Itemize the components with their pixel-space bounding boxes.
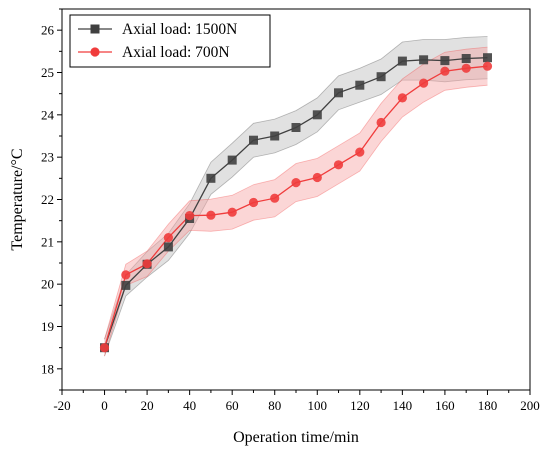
legend-box: [69, 14, 271, 68]
x-tick-label-11: 200: [520, 398, 540, 413]
x-tick-label-2: 20: [141, 398, 154, 413]
x-tick-label-0: -20: [53, 398, 70, 413]
legend: Axial load: 1500N Axial load: 700N: [69, 14, 271, 68]
x-axis-label: Operation time/min: [233, 429, 359, 446]
point-series-2-0: [99, 343, 110, 353]
legend-label-1: Axial load: 1500N: [122, 21, 237, 38]
y-tick-label-6: 24: [41, 107, 55, 122]
point-series-1-14: [397, 56, 407, 66]
y-tick-label-5: 23: [41, 150, 54, 165]
point-series-2-1: [121, 270, 131, 280]
x-tick-label-9: 160: [435, 398, 455, 413]
point-series-2-16: [440, 66, 450, 76]
point-series-2-8: [270, 193, 280, 203]
point-series-1-9: [291, 123, 301, 132]
point-series-1-6: [227, 155, 237, 165]
point-series-2-11: [333, 160, 344, 170]
x-tick-label-3: 40: [183, 398, 196, 413]
legend-marker-2: [90, 47, 100, 57]
point-series-1-5: [206, 173, 216, 183]
point-series-2-12: [355, 147, 365, 157]
point-series-1-15: [419, 55, 429, 65]
point-series-1-8: [270, 131, 280, 141]
point-series-2-4: [185, 211, 195, 221]
x-tick-label-5: 80: [268, 398, 281, 413]
band-series-2: [104, 47, 488, 357]
point-series-2-5: [206, 210, 216, 220]
point-series-2-9: [291, 178, 301, 188]
point-series-2-6: [227, 207, 237, 217]
y-axis-label: Temperature/°C: [9, 148, 26, 250]
point-series-1-3: [163, 242, 173, 252]
point-series-2-3: [163, 233, 173, 243]
point-series-1-12: [355, 80, 365, 90]
point-series-2-14: [397, 93, 407, 103]
y-tick-label-1: 19: [41, 319, 54, 334]
point-series-2-18: [482, 61, 493, 71]
band-series-1: [104, 36, 488, 357]
x-tick-label-4: 60: [226, 398, 239, 413]
series-markers: [99, 53, 493, 353]
point-series-1-18: [483, 53, 492, 63]
y-tick-label-7: 25: [41, 65, 54, 80]
x-tick-label-7: 120: [350, 398, 370, 413]
x-tick-label-1: 0: [101, 398, 108, 413]
x-tick-label-10: 180: [478, 398, 498, 413]
ticks: -20 0 20 40 60 80 100 120 140 160 180 200 18 19 20 21 22…: [41, 8, 540, 413]
legend-marker-1: [90, 24, 100, 34]
point-series-1-13: [376, 72, 386, 82]
x-tick-label-6: 100: [308, 398, 328, 413]
point-series-2-10: [312, 172, 322, 183]
confidence-bands: [104, 36, 488, 357]
point-series-2-7: [248, 197, 259, 208]
line-series-1: [103, 57, 488, 348]
point-series-2-13: [376, 117, 386, 128]
line-series-2: [103, 65, 488, 348]
point-series-1-10: [312, 110, 322, 120]
point-series-1-16: [440, 56, 450, 66]
point-series-2-2: [142, 259, 152, 269]
x-tick-label-8: 140: [393, 398, 413, 413]
y-tick-label-0: 18: [41, 361, 54, 376]
y-tick-label-2: 20: [41, 277, 54, 292]
point-series-2-17: [461, 63, 471, 73]
legend-label-2: Axial load: 700N: [122, 44, 230, 61]
point-series-1-7: [249, 135, 258, 145]
y-tick-label-3: 21: [41, 234, 54, 249]
y-tick-label-8: 26: [41, 23, 55, 38]
point-series-1-1: [121, 280, 131, 290]
point-series-2-15: [419, 78, 429, 88]
y-tick-label-4: 22: [41, 192, 54, 207]
series-lines: [103, 57, 488, 348]
point-series-1-11: [334, 88, 343, 98]
point-series-1-17: [461, 54, 471, 63]
